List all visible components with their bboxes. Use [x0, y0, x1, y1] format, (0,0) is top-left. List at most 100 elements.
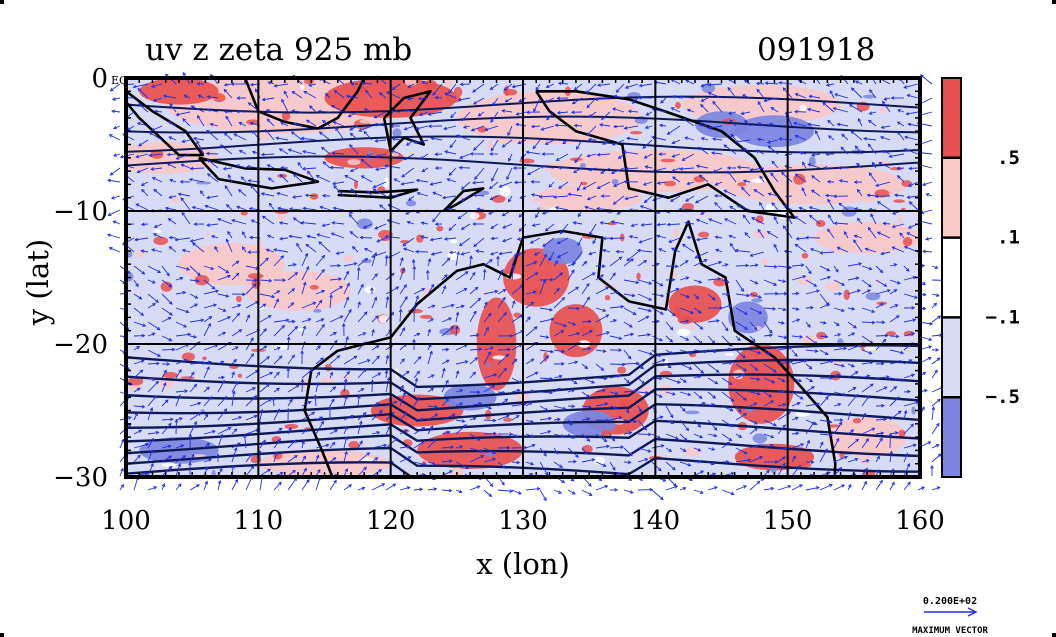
wind-vector-head: [656, 222, 661, 227]
wind-vector-head: [556, 254, 561, 258]
wind-vector-head: [703, 259, 708, 263]
wind-vector-head: [707, 91, 712, 96]
wind-vector-head: [688, 366, 693, 370]
wind-vector: [553, 375, 562, 379]
wind-vector: [476, 250, 485, 253]
wind-vector-head: [493, 431, 497, 436]
wind-vector: [657, 223, 667, 226]
wind-vector: [791, 377, 802, 382]
x-tick-label: 100: [101, 506, 151, 536]
wind-vector: [693, 489, 704, 494]
wind-vector-head: [853, 234, 858, 239]
wind-vector-head: [647, 449, 652, 453]
wind-vector: [556, 153, 569, 161]
wind-vector-head: [827, 275, 832, 280]
vorticity-speck: [863, 346, 879, 351]
wind-vector: [827, 120, 835, 127]
wind-vector-head: [717, 277, 722, 281]
wind-vector-head: [571, 404, 576, 409]
wind-vector: [511, 489, 522, 495]
wind-vector-head: [307, 170, 311, 175]
wind-vector-head: [583, 260, 588, 265]
wind-vector: [318, 241, 331, 253]
wind-vector: [301, 282, 306, 295]
wind-vector: [189, 484, 200, 491]
wind-vector: [693, 433, 703, 438]
wind-vector: [472, 181, 485, 184]
colorbar-label: −.5: [986, 386, 1020, 408]
wind-vector-head: [201, 361, 206, 365]
wind-vector: [367, 190, 373, 197]
wind-vector-head: [710, 461, 715, 466]
wind-vector: [287, 384, 300, 393]
vorticity-speck: [911, 406, 916, 415]
wind-vector-head: [773, 243, 778, 248]
wind-vector: [175, 483, 182, 491]
wind-vector-head: [513, 180, 518, 185]
wind-vector: [626, 137, 639, 141]
wind-vector-head: [600, 367, 605, 371]
wind-vector-head: [587, 346, 592, 351]
wind-vector: [623, 258, 634, 267]
wind-vector: [279, 237, 289, 240]
wind-vector-head: [556, 110, 561, 115]
wind-vector: [920, 74, 933, 85]
wind-vector-head: [498, 184, 503, 188]
wind-vector-head: [545, 355, 550, 359]
vorticity-speck: [367, 150, 372, 162]
wind-vector-head: [432, 438, 437, 443]
wind-vector-head: [712, 100, 716, 105]
wind-vector: [497, 297, 506, 309]
wind-vector-head: [660, 311, 664, 315]
wind-vector-head: [319, 205, 324, 210]
wind-vector-head: [403, 156, 408, 161]
wind-vector: [276, 137, 289, 141]
wind-vector-head: [555, 157, 560, 161]
wind-vector-head: [334, 429, 339, 433]
wind-vector-head: [726, 441, 731, 446]
wind-vector-head: [711, 296, 716, 301]
wind-vector: [133, 443, 149, 449]
wind-vector-head: [401, 358, 405, 363]
wind-vector-head: [231, 218, 236, 223]
wind-vector-head: [347, 113, 352, 118]
wind-vector-head: [937, 398, 941, 403]
wind-vector-head: [799, 335, 804, 339]
wind-vector: [793, 122, 807, 127]
wind-vector: [343, 484, 352, 491]
wind-vector: [421, 236, 429, 239]
wind-vector-head: [168, 337, 173, 342]
wind-vector: [833, 347, 847, 351]
wind-vector-head: [870, 213, 874, 218]
wind-vector: [645, 125, 653, 129]
wind-vector-head: [289, 398, 293, 403]
wind-vector: [349, 214, 359, 225]
wind-vector: [279, 174, 289, 183]
wind-vector-head: [633, 419, 638, 424]
vorticity-speck: [852, 418, 862, 424]
wind-vector-head: [476, 437, 481, 441]
wind-vector: [516, 111, 527, 115]
wind-vector-head: [769, 443, 774, 448]
wind-vector-head: [782, 462, 786, 467]
wind-vector-head: [810, 460, 815, 464]
wind-vector-head: [362, 332, 367, 336]
wind-vector: [203, 430, 216, 435]
wind-vector-head: [640, 365, 645, 370]
wind-vector: [147, 438, 154, 449]
wind-vector: [329, 457, 336, 463]
wind-vector-head: [895, 396, 900, 401]
wind-vector-head: [806, 439, 811, 444]
wind-vector: [175, 390, 188, 393]
wind-vector-head: [306, 234, 311, 239]
wind-vector: [708, 92, 723, 99]
wind-vector-head: [759, 201, 763, 206]
wind-vector-head: [273, 83, 278, 88]
wind-vector: [889, 410, 902, 421]
wind-vector: [315, 444, 329, 449]
wind-vector-head: [390, 311, 395, 316]
wind-vector: [289, 235, 303, 239]
wind-vector-head: [827, 471, 831, 475]
wind-vector: [331, 232, 345, 239]
wind-vector: [379, 204, 387, 211]
